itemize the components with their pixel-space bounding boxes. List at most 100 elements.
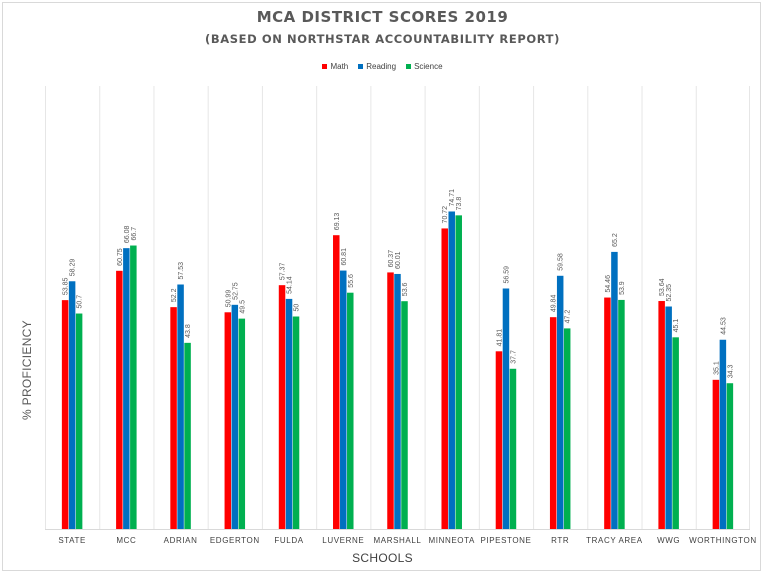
legend-item-science: Science xyxy=(406,62,443,71)
x-tick-label: MINNEOTA xyxy=(429,536,475,545)
data-label-math: 41.81 xyxy=(496,329,503,347)
data-label-reading: 58.29 xyxy=(70,259,77,277)
data-label-science: 50 xyxy=(294,304,301,312)
bar-science-state xyxy=(75,313,83,529)
data-label-science: 43.8 xyxy=(185,324,192,338)
bar-math-wwg xyxy=(658,301,665,529)
data-label-reading: 44.53 xyxy=(720,317,727,335)
bar-math-minneota xyxy=(441,228,448,529)
bar-reading-mcc xyxy=(123,248,130,529)
legend: Math Reading Science xyxy=(0,62,765,71)
x-tick-label: RTR xyxy=(551,536,569,545)
bar-reading-marshall xyxy=(394,273,401,529)
data-label-science: 55.6 xyxy=(348,274,355,288)
data-label-math: 57.37 xyxy=(280,263,287,281)
data-label-math: 53.64 xyxy=(659,278,666,296)
x-tick-label: TRACY AREA xyxy=(586,536,643,545)
data-label-reading: 57.53 xyxy=(178,262,185,280)
bar-math-edgerton xyxy=(224,312,232,529)
data-label-science: 45.1 xyxy=(673,319,680,333)
x-tick-label: EDGERTON xyxy=(210,536,260,545)
bar-science-wwg xyxy=(672,337,679,529)
data-label-reading: 74.71 xyxy=(449,189,456,207)
data-label-math: 60.37 xyxy=(388,250,395,268)
data-label-science: 49.5 xyxy=(239,300,246,314)
bar-math-rtr xyxy=(549,317,557,529)
bar-science-mcc xyxy=(130,245,137,529)
data-label-reading: 54.14 xyxy=(287,276,294,294)
bar-science-marshall xyxy=(401,301,408,529)
bar-reading-worthington xyxy=(719,339,727,529)
data-label-math: 50.99 xyxy=(225,290,232,308)
bar-science-fulda xyxy=(292,316,300,529)
bar-reading-state xyxy=(68,281,76,529)
data-label-reading: 60.81 xyxy=(341,248,348,266)
legend-label-reading: Reading xyxy=(366,62,397,71)
x-tick-label: PIPESTONE xyxy=(480,536,531,545)
bar-science-adrian xyxy=(184,342,191,529)
data-label-science: 53.9 xyxy=(619,281,626,295)
legend-swatch-reading xyxy=(358,64,364,69)
x-tick-label: LUVERNE xyxy=(322,536,364,545)
bar-math-pipestone xyxy=(495,351,503,529)
data-label-math: 60.75 xyxy=(117,248,124,266)
legend-label-math: Math xyxy=(330,62,349,71)
bar-reading-luverne xyxy=(340,270,347,529)
data-label-reading: 52.75 xyxy=(232,282,239,300)
bar-science-minneota xyxy=(455,215,462,529)
bar-reading-wwg xyxy=(665,306,672,529)
bar-math-marshall xyxy=(387,272,394,529)
bar-math-fulda xyxy=(278,285,286,529)
data-label-science: 73.8 xyxy=(456,197,463,211)
data-label-science: 50.7 xyxy=(77,295,84,309)
x-tick-label: MARSHALL xyxy=(374,536,422,545)
legend-item-math: Math xyxy=(322,62,348,71)
bar-reading-fulda xyxy=(285,298,293,529)
bar-reading-minneota xyxy=(448,211,455,530)
bar-science-rtr xyxy=(563,328,571,529)
bar-reading-adrian xyxy=(177,284,184,529)
legend-item-reading: Reading xyxy=(358,62,396,71)
x-tick-label: MCC xyxy=(116,536,136,545)
legend-label-science: Science xyxy=(414,62,443,71)
data-label-science: 37.7 xyxy=(510,350,517,364)
bar-math-luverne xyxy=(333,235,340,529)
data-label-science: 53.6 xyxy=(402,282,409,296)
data-label-math: 69.13 xyxy=(334,213,341,231)
legend-swatch-science xyxy=(406,64,412,69)
x-tick-label: WWG xyxy=(657,536,680,545)
x-tick-label: FULDA xyxy=(274,536,303,545)
data-label-reading: 66.08 xyxy=(124,226,131,244)
bar-math-tracy-area xyxy=(604,297,611,529)
data-label-reading: 65.2 xyxy=(612,233,619,247)
x-tick-label: STATE xyxy=(58,536,86,545)
bar-science-worthington xyxy=(726,383,734,529)
data-label-math: 53.85 xyxy=(63,278,70,296)
x-axis-label: SCHOOLS xyxy=(352,551,413,565)
bar-math-state xyxy=(61,300,69,529)
chart-subtitle: (BASED ON NORTHSTAR ACCOUNTABILITY REPOR… xyxy=(205,32,560,46)
bar-reading-pipestone xyxy=(502,288,510,529)
data-label-math: 52.2 xyxy=(171,288,178,302)
chart-title: MCA DISTRICT SCORES 2019 xyxy=(256,8,509,26)
data-label-science: 47.2 xyxy=(565,310,572,324)
data-label-math: 54.46 xyxy=(605,275,612,293)
data-label-reading: 60.01 xyxy=(395,251,402,269)
bar-science-pipestone xyxy=(509,368,517,529)
data-label-reading: 56.59 xyxy=(503,266,510,284)
bar-science-tracy-area xyxy=(618,299,625,529)
data-label-math: 35.1 xyxy=(713,361,720,375)
bar-math-worthington xyxy=(712,379,720,529)
bar-reading-rtr xyxy=(556,275,564,529)
data-label-math: 49.84 xyxy=(551,295,558,313)
data-label-science: 66.7 xyxy=(131,227,138,241)
bar-science-edgerton xyxy=(238,318,246,529)
bar-science-luverne xyxy=(347,292,354,529)
bar-reading-edgerton xyxy=(231,304,239,529)
data-label-math: 70.72 xyxy=(442,206,449,224)
x-tick-label: WORTHINGTON xyxy=(689,536,757,545)
x-tick-label: ADRIAN xyxy=(164,536,198,545)
bar-reading-tracy-area xyxy=(611,251,618,529)
data-label-reading: 59.58 xyxy=(558,253,565,271)
